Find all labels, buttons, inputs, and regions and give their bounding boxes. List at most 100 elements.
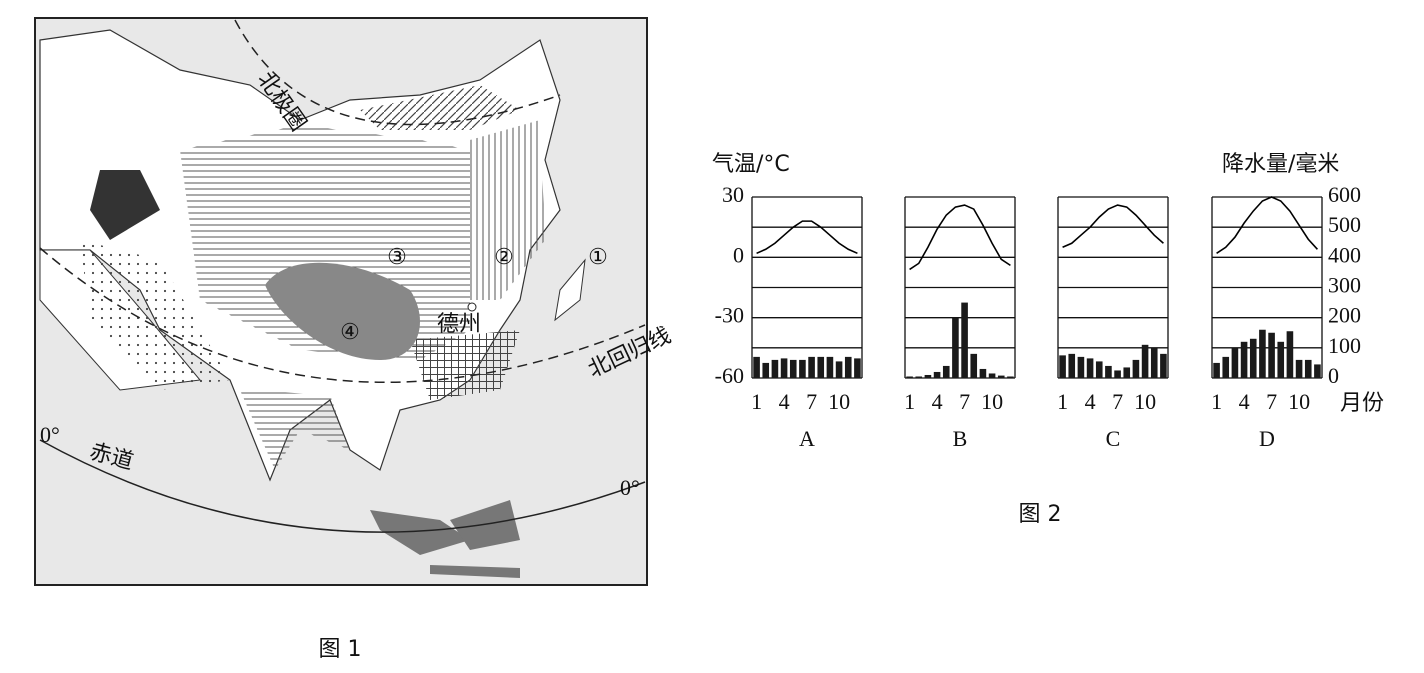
y2-tick-label: 300	[1328, 273, 1361, 298]
figure-caption: 图 1	[319, 637, 362, 662]
map: 北极圈 北回归线 赤道 0° 0° 德州 ① ② ③ ④	[34, 17, 675, 586]
x-tick-label: 10	[828, 389, 850, 414]
region-marker: ①	[588, 244, 608, 269]
chart-label: D	[1259, 426, 1275, 451]
bar	[1295, 359, 1303, 378]
bar	[789, 359, 797, 378]
island	[554, 258, 586, 322]
bar	[1123, 367, 1131, 378]
y2-axis-title: 降水量/毫米	[1222, 152, 1339, 177]
y2-tick-label: 600	[1328, 182, 1361, 207]
island	[430, 565, 520, 578]
bar	[1304, 359, 1312, 378]
bar	[817, 356, 825, 378]
bar	[1249, 338, 1257, 378]
bar	[1077, 356, 1085, 378]
bar	[1086, 358, 1094, 378]
x-tick-label: 4	[932, 389, 943, 414]
bar	[942, 365, 950, 378]
y2-tick-label: 200	[1328, 303, 1361, 328]
longitude-label: 0°	[620, 475, 640, 500]
bar	[1314, 364, 1321, 378]
longitude-label: 0°	[40, 422, 60, 447]
chart-label: A	[799, 426, 815, 451]
bar	[1059, 355, 1066, 378]
bar	[915, 376, 923, 378]
x-tick-label: 7	[1266, 389, 1277, 414]
bar	[1068, 353, 1076, 378]
temperature-line	[1216, 196, 1319, 254]
x-tick-label: 7	[959, 389, 970, 414]
climate-zone	[360, 85, 520, 130]
region-marker: ③	[387, 244, 407, 269]
desert-zone	[80, 240, 230, 390]
bar	[780, 358, 788, 378]
x-tick-label: 4	[779, 389, 790, 414]
bar	[854, 358, 861, 378]
bar	[906, 376, 913, 378]
y2-tick-label: 100	[1328, 333, 1361, 358]
bar	[1007, 376, 1014, 378]
temperature-line	[756, 220, 858, 255]
bar	[1213, 362, 1220, 378]
bar	[1222, 356, 1230, 378]
figure-caption: 图 2	[1019, 502, 1062, 527]
x-tick-label: 1	[751, 389, 762, 414]
bar	[808, 356, 815, 378]
bar	[1259, 329, 1266, 378]
temperature-line	[1062, 204, 1164, 249]
x-tick-label: 1	[1211, 389, 1222, 414]
x-tick-label: 10	[1288, 389, 1310, 414]
temperature-line	[909, 204, 1011, 271]
bar	[1268, 332, 1275, 378]
bar	[1160, 353, 1167, 378]
bar	[1286, 331, 1294, 378]
bar	[826, 356, 834, 378]
bar	[1114, 370, 1121, 378]
x-tick-label: 4	[1085, 389, 1096, 414]
bar	[771, 359, 779, 378]
arctic-circle	[234, 19, 561, 126]
bar	[799, 359, 806, 378]
city-label: 德州	[437, 312, 481, 337]
region-marker: ②	[494, 244, 514, 269]
tropic-line	[39, 247, 646, 383]
bar	[1105, 365, 1112, 378]
y2-tick-label: 0	[1328, 363, 1339, 388]
equator-line	[39, 439, 646, 533]
bar	[1132, 359, 1140, 378]
region-marker: ④	[340, 319, 360, 344]
bar	[997, 375, 1005, 378]
x-tick-label: 1	[904, 389, 915, 414]
island	[370, 510, 470, 555]
bar	[1150, 347, 1158, 378]
bar	[1231, 347, 1239, 378]
bar	[835, 361, 843, 378]
x-tick-label: 1	[1057, 389, 1068, 414]
y-tick-label: 0	[733, 242, 744, 267]
mountain	[90, 170, 160, 240]
x-tick-label: 7	[1112, 389, 1123, 414]
bar	[1277, 341, 1285, 378]
bar	[1095, 361, 1103, 378]
x-tick-label: 4	[1239, 389, 1250, 414]
chart-label: B	[953, 426, 968, 451]
bar	[988, 373, 996, 378]
bar	[961, 302, 968, 378]
bar	[1240, 341, 1248, 378]
bar	[762, 362, 770, 378]
bar	[970, 353, 978, 378]
x-tick-label: 10	[1134, 389, 1156, 414]
chart-label: C	[1106, 426, 1121, 451]
bar	[1141, 344, 1149, 378]
y-tick-label: 30	[722, 182, 744, 207]
y-tick-label: -60	[715, 363, 744, 388]
x-tick-label: 10	[981, 389, 1003, 414]
bar	[753, 356, 760, 378]
bar	[844, 356, 852, 378]
y2-tick-label: 400	[1328, 242, 1361, 267]
bar	[952, 317, 959, 378]
bar	[924, 374, 932, 378]
